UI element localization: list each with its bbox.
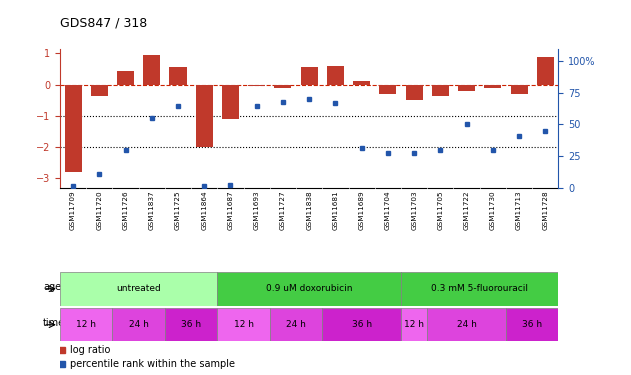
Text: untreated: untreated — [116, 284, 161, 293]
Bar — [379, 85, 396, 94]
Text: GSM11725: GSM11725 — [175, 190, 181, 230]
Bar — [60, 272, 217, 306]
Text: 24 h: 24 h — [129, 320, 148, 329]
Bar — [170, 68, 187, 85]
Bar — [510, 85, 528, 94]
Text: 36 h: 36 h — [351, 320, 372, 329]
Bar — [60, 308, 112, 341]
Text: GSM11681: GSM11681 — [333, 190, 338, 230]
Bar — [91, 85, 108, 96]
Text: GSM11703: GSM11703 — [411, 190, 417, 230]
Text: GDS847 / 318: GDS847 / 318 — [60, 17, 147, 30]
Text: GSM11722: GSM11722 — [464, 190, 469, 230]
Bar — [353, 81, 370, 85]
Text: 0.3 mM 5-fluorouracil: 0.3 mM 5-fluorouracil — [431, 284, 528, 293]
Text: 12 h: 12 h — [76, 320, 96, 329]
Text: GSM11713: GSM11713 — [516, 190, 522, 230]
Text: GSM11720: GSM11720 — [97, 190, 102, 230]
Text: GSM11704: GSM11704 — [385, 190, 391, 230]
Bar — [401, 272, 558, 306]
Text: GSM11727: GSM11727 — [280, 190, 286, 230]
Bar — [537, 57, 554, 85]
Bar — [401, 308, 427, 341]
Text: 12 h: 12 h — [404, 320, 424, 329]
Text: 24 h: 24 h — [457, 320, 476, 329]
Text: percentile rank within the sample: percentile rank within the sample — [70, 359, 235, 369]
Bar — [327, 66, 344, 85]
Text: 24 h: 24 h — [286, 320, 306, 329]
Bar — [165, 308, 217, 341]
Text: GSM11726: GSM11726 — [122, 190, 129, 230]
Text: GSM11709: GSM11709 — [70, 190, 76, 230]
Bar — [406, 85, 423, 100]
Text: GSM11728: GSM11728 — [542, 190, 548, 230]
Bar — [222, 85, 239, 119]
Bar — [322, 308, 401, 341]
Bar — [300, 68, 318, 85]
Bar — [143, 55, 160, 85]
Bar — [196, 85, 213, 147]
Text: agent: agent — [43, 282, 71, 292]
Text: GSM11689: GSM11689 — [358, 190, 365, 230]
Text: GSM11705: GSM11705 — [437, 190, 444, 230]
Bar — [64, 85, 81, 172]
Bar — [217, 308, 270, 341]
Bar — [274, 85, 292, 88]
Text: log ratio: log ratio — [70, 345, 110, 355]
Text: GSM11687: GSM11687 — [228, 190, 233, 230]
Text: GSM11864: GSM11864 — [201, 190, 207, 230]
Text: 36 h: 36 h — [522, 320, 542, 329]
Bar — [217, 272, 401, 306]
Bar — [117, 70, 134, 85]
Text: GSM11693: GSM11693 — [254, 190, 260, 230]
Bar — [248, 85, 265, 86]
Text: GSM11730: GSM11730 — [490, 190, 496, 230]
Text: time: time — [43, 318, 65, 328]
Bar — [485, 85, 502, 88]
Text: 0.9 uM doxorubicin: 0.9 uM doxorubicin — [266, 284, 353, 293]
Text: 12 h: 12 h — [233, 320, 254, 329]
Text: GSM11838: GSM11838 — [306, 190, 312, 230]
Bar — [270, 308, 322, 341]
Bar — [506, 308, 558, 341]
Bar — [427, 308, 506, 341]
Bar — [432, 85, 449, 96]
Text: GSM11837: GSM11837 — [149, 190, 155, 230]
Text: 36 h: 36 h — [181, 320, 201, 329]
Bar — [458, 85, 475, 91]
Bar — [112, 308, 165, 341]
